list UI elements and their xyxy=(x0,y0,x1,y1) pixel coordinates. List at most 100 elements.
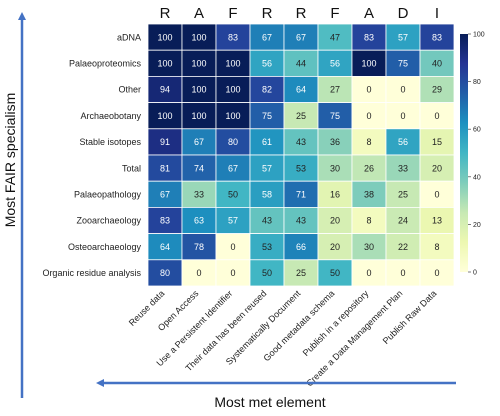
cell-value-label: 67 xyxy=(262,32,272,42)
cell-value-label: 44 xyxy=(296,59,306,69)
cell-value-label: 75 xyxy=(398,59,408,69)
cell-value-label: 67 xyxy=(296,32,306,42)
cell-value-label: 100 xyxy=(191,59,206,69)
cell-value-label: 25 xyxy=(296,268,306,278)
heatmap-cells: 100 100 83 67 67 47 83 57 83 100 100 100 56 44 56 100 75… xyxy=(147,23,455,287)
cell-value-label: 57 xyxy=(398,32,408,42)
cell-value-label: 43 xyxy=(296,216,306,226)
heatmap-cell xyxy=(283,49,319,77)
heatmap-cell xyxy=(249,102,285,130)
row-label: Osteoarchaeology xyxy=(68,242,142,252)
heatmap-cell xyxy=(181,102,217,130)
heatmap-cell xyxy=(283,259,319,287)
row-label: Total xyxy=(122,163,141,173)
cell-value-label: 53 xyxy=(262,242,272,252)
cell-value-label: 0 xyxy=(434,268,439,278)
cell-value-label: 0 xyxy=(196,268,201,278)
cell-value-label: 15 xyxy=(432,137,442,147)
colorbar-tick-label: 80 xyxy=(473,79,481,86)
heatmap-cell xyxy=(181,154,217,182)
cell-value-label: 25 xyxy=(296,111,306,121)
cell-value-label: 50 xyxy=(228,190,238,200)
cell-value-label: 75 xyxy=(262,111,272,121)
heatmap-cell xyxy=(249,76,285,104)
heatmap-cell xyxy=(147,49,183,77)
cell-value-label: 58 xyxy=(262,190,272,200)
cell-value-label: 100 xyxy=(225,85,240,95)
colorbar-tick-label: 100 xyxy=(473,32,485,39)
column-label: Publish in a repository xyxy=(301,288,371,358)
heatmap-cell xyxy=(283,206,319,234)
heatmap-cell xyxy=(215,154,251,182)
cell-value-label: 0 xyxy=(230,268,235,278)
heatmap-cell xyxy=(147,180,183,208)
cell-value-label: 80 xyxy=(228,137,238,147)
cell-value-label: 100 xyxy=(225,111,240,121)
cell-value-label: 30 xyxy=(364,242,374,252)
heatmap-cell xyxy=(283,154,319,182)
cell-value-label: 0 xyxy=(434,111,439,121)
heatmap-cell xyxy=(215,206,251,234)
cell-value-label: 57 xyxy=(228,216,238,226)
heatmap-cell xyxy=(385,23,421,51)
heatmap-cell xyxy=(385,49,421,77)
heatmap-cell xyxy=(249,259,285,287)
cell-value-label: 57 xyxy=(262,163,272,173)
heatmap-cell xyxy=(215,49,251,77)
x-axis-title: Most met element xyxy=(214,394,325,410)
heatmap-cell xyxy=(385,154,421,182)
heatmap-cell xyxy=(385,259,421,287)
row-label: Stable isotopes xyxy=(79,137,141,147)
cell-value-label: 8 xyxy=(434,242,439,252)
colorbar-gradient xyxy=(460,34,468,272)
heatmap-cell xyxy=(181,76,217,104)
heatmap-cell xyxy=(249,154,285,182)
fair-letter: F xyxy=(228,5,237,22)
cell-value-label: 0 xyxy=(230,242,235,252)
heatmap-cell xyxy=(419,259,455,287)
cell-value-label: 100 xyxy=(157,32,172,42)
cell-value-label: 83 xyxy=(432,32,442,42)
cell-value-label: 0 xyxy=(366,268,371,278)
fair-letter: F xyxy=(330,5,339,22)
cell-value-label: 61 xyxy=(262,137,272,147)
heatmap-cell xyxy=(181,233,217,261)
heatmap-cell xyxy=(147,23,183,51)
heatmap-cell xyxy=(147,102,183,130)
cell-value-label: 67 xyxy=(228,163,238,173)
cell-value-label: 53 xyxy=(296,163,306,173)
row-label: Palaeoproteomics xyxy=(69,59,142,69)
heatmap-cell xyxy=(351,206,387,234)
heatmap-cell xyxy=(317,233,353,261)
heatmap-cell xyxy=(351,233,387,261)
row-label: Zooarchaeology xyxy=(76,216,141,226)
fair-letter: A xyxy=(364,5,374,22)
cell-value-label: 36 xyxy=(330,137,340,147)
cell-value-label: 67 xyxy=(194,137,204,147)
heatmap-cell xyxy=(419,233,455,261)
cell-value-label: 16 xyxy=(330,190,340,200)
heatmap-cell xyxy=(147,233,183,261)
heatmap-cell xyxy=(317,128,353,156)
heatmap-cell xyxy=(249,233,285,261)
cell-value-label: 80 xyxy=(160,268,170,278)
cell-value-label: 20 xyxy=(432,163,442,173)
heatmap-cell xyxy=(419,206,455,234)
cell-value-label: 47 xyxy=(330,32,340,42)
cell-value-label: 29 xyxy=(432,85,442,95)
cell-value-label: 50 xyxy=(262,268,272,278)
cell-value-label: 91 xyxy=(160,137,170,147)
colorbar-tick-label: 0 xyxy=(473,270,477,277)
fair-letter: R xyxy=(262,5,273,22)
heatmap-cell xyxy=(147,206,183,234)
heatmap-cell xyxy=(317,154,353,182)
cell-value-label: 25 xyxy=(398,190,408,200)
heatmap-cell xyxy=(147,128,183,156)
heatmap-cell xyxy=(419,128,455,156)
cell-value-label: 56 xyxy=(262,59,272,69)
fair-letter: R xyxy=(296,5,307,22)
cell-value-label: 100 xyxy=(191,85,206,95)
cell-value-label: 30 xyxy=(330,163,340,173)
